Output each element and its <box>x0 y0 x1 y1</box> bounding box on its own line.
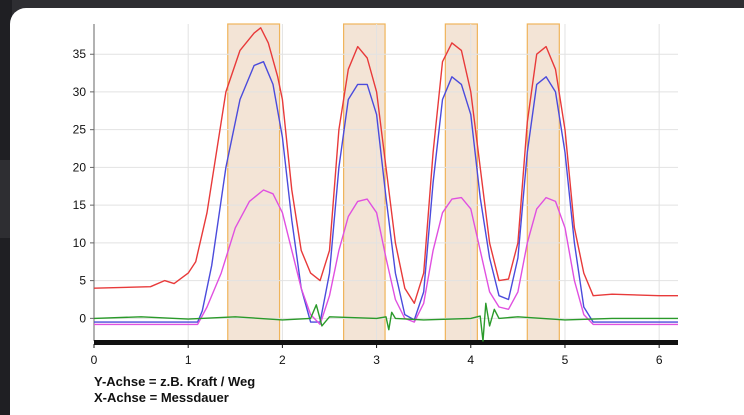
x-axis-bar <box>94 340 678 345</box>
highlight-band-4 <box>526 23 560 342</box>
side-strip-top <box>0 0 12 160</box>
x-tick-label-5: 5 <box>562 353 569 367</box>
x-tick-label-3: 3 <box>373 353 380 367</box>
x-axis-caption: X-Achse = Messdauer <box>94 390 229 405</box>
y-tick-label-0: 0 <box>79 311 86 325</box>
highlight-band-2 <box>343 23 386 342</box>
y-tick-label-6: 30 <box>73 85 87 99</box>
series-line-3 <box>94 189 678 326</box>
series-line-1 <box>93 27 678 304</box>
axes <box>93 24 678 345</box>
x-tick-label-4: 4 <box>467 353 474 367</box>
series-lines <box>93 27 678 342</box>
series-line-4 <box>93 302 678 342</box>
x-tick-label-6: 6 <box>656 353 663 367</box>
side-strip-bottom <box>0 238 12 415</box>
line-chart: 0 1 2 3 4 5 6 0 5 10 15 20 25 30 35 <box>73 23 678 367</box>
series-line-2 <box>94 61 678 323</box>
y-tick-label-2: 10 <box>73 236 87 250</box>
highlight-bands <box>227 23 560 342</box>
x-tick-label-2: 2 <box>279 353 286 367</box>
y-tick-label-7: 35 <box>73 47 87 61</box>
y-tick-label-3: 15 <box>73 198 87 212</box>
chart-card: 0 1 2 3 4 5 6 0 5 10 15 20 25 30 35 Y-Achse = z.B. Kra… <box>10 8 744 415</box>
tick-labels: 0 1 2 3 4 5 6 0 5 10 15 20 25 30 35 <box>73 47 663 367</box>
y-tick-label-1: 5 <box>79 274 86 288</box>
highlight-band-3 <box>444 23 478 342</box>
y-axis-caption: Y-Achse = z.B. Kraft / Weg <box>94 374 256 389</box>
y-tick-label-5: 25 <box>73 123 87 137</box>
highlight-band-1 <box>227 23 281 342</box>
x-tick-label-1: 1 <box>185 353 192 367</box>
x-tick-label-0: 0 <box>91 353 98 367</box>
grid-lines <box>93 24 678 341</box>
y-tick-label-4: 20 <box>73 160 87 174</box>
